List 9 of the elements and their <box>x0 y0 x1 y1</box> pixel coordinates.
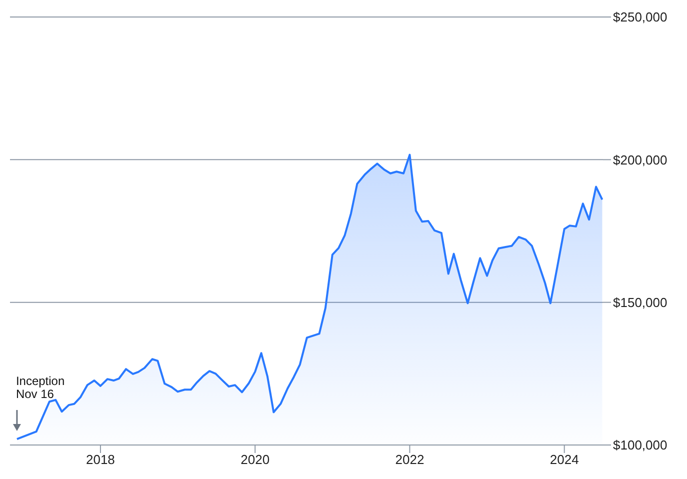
y-tick-label: $100,000 <box>613 438 668 453</box>
annotation: Inception Nov 16 <box>16 374 65 402</box>
x-tick-label: 2018 <box>86 452 115 468</box>
x-tick-label: 2024 <box>550 452 579 468</box>
x-tick-label: 2020 <box>240 452 270 468</box>
y-tick-label: $250,000 <box>613 10 668 25</box>
y-tick-label: $200,000 <box>613 152 668 168</box>
x-tick-label: 2022 <box>395 452 424 468</box>
y-tick-label: $150,000 <box>613 294 668 310</box>
